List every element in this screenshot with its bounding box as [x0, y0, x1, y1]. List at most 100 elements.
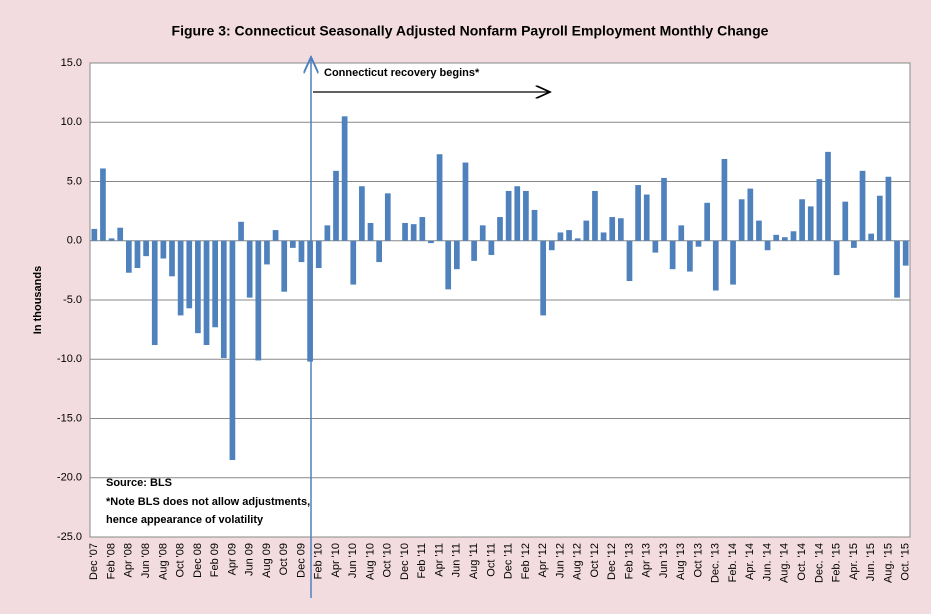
bar — [876, 195, 883, 241]
bar — [91, 228, 98, 241]
bar — [281, 240, 288, 292]
bar — [704, 202, 711, 241]
bar — [289, 240, 296, 248]
bar — [781, 237, 788, 241]
bar — [523, 190, 529, 241]
bar — [462, 162, 469, 241]
bar — [186, 240, 193, 309]
bar — [453, 240, 460, 270]
x-tick-label: Aug '13 — [675, 543, 687, 580]
x-tick-label: Apr '11 — [433, 543, 445, 577]
bar — [238, 221, 244, 241]
bar — [764, 240, 771, 251]
x-tick-label: Apr '10 — [330, 543, 342, 578]
bar — [635, 185, 641, 241]
bar — [246, 240, 253, 298]
bar — [350, 240, 357, 285]
bar — [272, 230, 279, 241]
x-tick-label: Aug '12 — [572, 543, 584, 580]
bar — [471, 240, 477, 261]
bar — [125, 240, 132, 273]
bar — [324, 225, 331, 241]
bar — [212, 240, 219, 328]
annotation: Source: BLS — [106, 477, 172, 489]
x-tick-label: Aug. '14 — [779, 543, 791, 583]
x-tick-label: Oct '13 — [692, 543, 704, 578]
x-tick-label: Feb 09 — [209, 543, 221, 577]
bar — [402, 222, 408, 241]
bar — [756, 220, 762, 241]
x-tick-label: Jun '13 — [658, 543, 670, 578]
bar — [548, 240, 555, 251]
bar — [557, 232, 564, 241]
bar — [652, 240, 659, 253]
bar — [695, 240, 702, 247]
bar — [445, 240, 452, 290]
x-tick-label: Dec 08 — [192, 543, 204, 578]
x-tick-label: Dec. '14 — [813, 543, 825, 583]
x-tick-label: Dec '07 — [88, 543, 100, 580]
bar — [220, 240, 227, 359]
bar — [376, 240, 383, 263]
bar — [583, 220, 590, 241]
x-tick-label: Oct. '15 — [900, 543, 912, 581]
bar — [807, 206, 814, 241]
x-tick-label: Oct '08 — [175, 543, 187, 578]
y-tick-label: -5.0 — [63, 294, 82, 306]
y-tick-label: -25.0 — [57, 531, 82, 543]
bar — [730, 240, 736, 285]
bar — [738, 199, 745, 241]
x-tick-label: Aug '10 — [364, 543, 376, 580]
bar — [600, 232, 607, 241]
bar — [592, 190, 598, 241]
bar — [169, 240, 175, 277]
y-tick-label: -10.0 — [57, 353, 82, 365]
bar — [773, 234, 780, 241]
bar — [902, 240, 909, 266]
bar — [790, 231, 797, 241]
x-tick-label: Oct '12 — [589, 543, 601, 578]
bar — [229, 240, 236, 460]
bar — [195, 240, 201, 334]
x-tick-label: Feb '13 — [623, 543, 635, 579]
x-tick-label: Jun '11 — [451, 543, 463, 577]
bar — [384, 193, 391, 241]
x-tick-label: Aug '08 — [157, 543, 169, 580]
bar — [747, 188, 754, 241]
x-tick-label: Feb '11 — [416, 543, 428, 579]
x-tick-label: Apr '12 — [537, 543, 549, 578]
x-tick-label: Jun. '15 — [865, 543, 877, 581]
bar — [721, 158, 728, 241]
bar — [367, 222, 374, 241]
bar — [678, 225, 685, 241]
bar — [333, 170, 339, 241]
x-tick-label: Dec. '13 — [710, 543, 722, 583]
bar — [514, 186, 521, 241]
marks: -25.0 -20.0 -15.0 -10.0 -5.0 0.0 5.0 10.0 15.0 De… — [57, 57, 912, 583]
x-tick-label: Jun '12 — [554, 543, 566, 578]
x-tick-label: Oct '10 — [382, 543, 394, 578]
x-tick-label: Apr '13 — [641, 543, 653, 578]
x-tick-label: Oct 09 — [278, 543, 290, 575]
bar — [298, 240, 305, 263]
bar — [359, 186, 365, 241]
bar — [799, 199, 805, 241]
bar — [851, 240, 857, 248]
bar — [868, 233, 875, 241]
x-tick-label: Feb. '14 — [727, 543, 739, 582]
x-tick-label: Dec 09 — [295, 543, 307, 578]
bar — [108, 238, 115, 241]
y-tick-label: 10.0 — [61, 116, 82, 128]
bar — [825, 151, 831, 241]
y-axis-label: In thousands — [32, 266, 44, 334]
y-tick-label: -15.0 — [57, 412, 82, 424]
bar — [177, 240, 184, 316]
bar — [505, 190, 512, 241]
bar — [315, 240, 322, 269]
bar — [540, 240, 547, 316]
bar — [479, 225, 486, 241]
bar — [617, 218, 624, 241]
x-tick-label: Jun 09 — [244, 543, 256, 576]
annotation: *Note BLS does not allow adjustments, — [106, 496, 310, 508]
